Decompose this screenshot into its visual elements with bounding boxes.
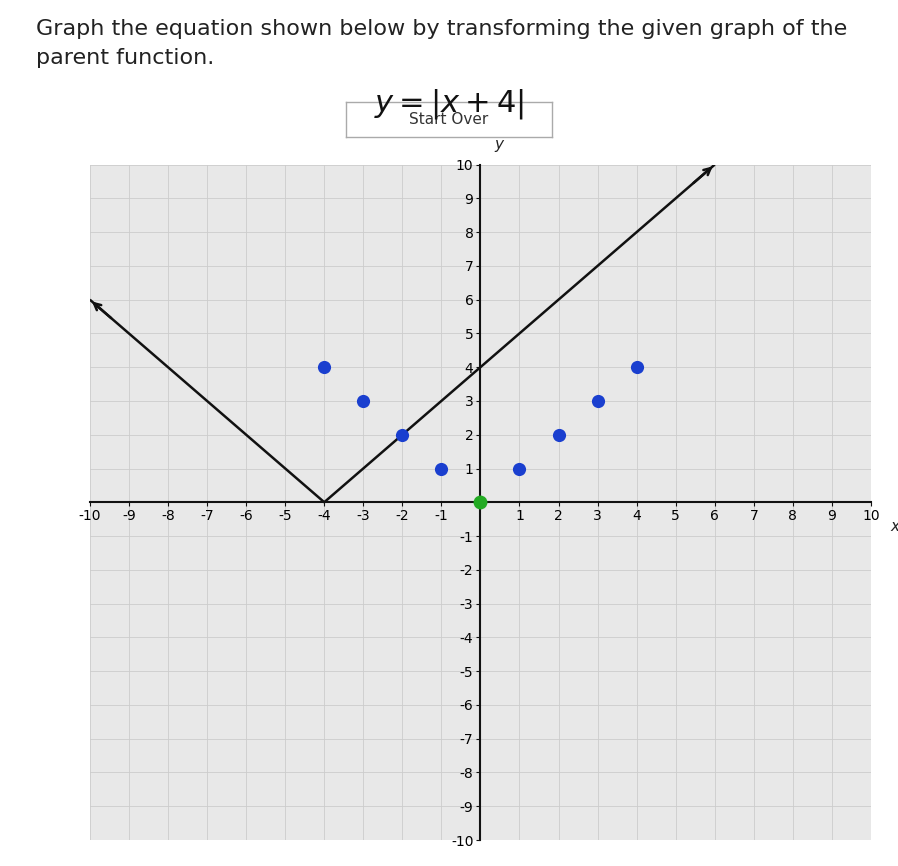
Point [356, 394, 370, 408]
Point [591, 394, 605, 408]
Point [395, 428, 409, 442]
Text: $y = |x + 4|$: $y = |x + 4|$ [374, 87, 524, 120]
Text: parent function.: parent function. [36, 48, 214, 68]
Text: y: y [494, 137, 503, 152]
Point [551, 428, 566, 442]
Point [435, 462, 449, 475]
Text: Graph the equation shown below by transforming the given graph of the: Graph the equation shown below by transf… [36, 19, 847, 39]
Point [512, 462, 526, 475]
Point [317, 360, 331, 374]
Point [629, 360, 644, 374]
Text: Start Over: Start Over [409, 112, 489, 127]
Point [473, 495, 488, 509]
Text: x: x [890, 519, 898, 534]
